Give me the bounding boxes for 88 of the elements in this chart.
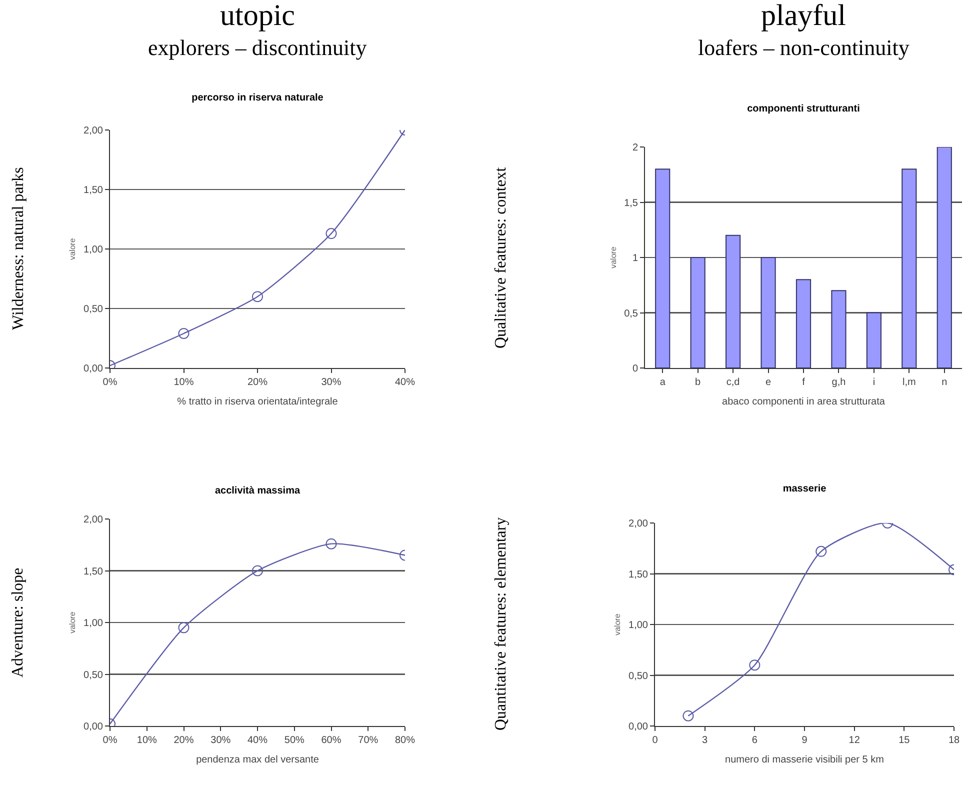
y-tick-label: 1,50 (628, 569, 648, 580)
bar (831, 290, 846, 368)
y-tick-label: 1 (632, 253, 638, 264)
text: Wilderness: natural parks (10, 167, 27, 330)
x-tick-label: 3 (702, 735, 708, 746)
x-tick-label: 60% (321, 735, 342, 746)
y-tick-label: 0,00 (628, 722, 648, 732)
point (682, 710, 694, 722)
y-tick-label: 1,50 (84, 566, 104, 578)
text: Qualitative features: context (492, 166, 510, 348)
point (252, 291, 263, 302)
x-tick-label: e (766, 377, 772, 388)
x-tick-label: 20% (247, 377, 268, 388)
x-axis-title: % tratto in riserva orientata/integrale (177, 396, 338, 408)
y-axis-title: valore (68, 238, 78, 260)
chart-title: percorso in riserva naturale (192, 92, 324, 104)
y-tick-label: 2,00 (628, 518, 648, 530)
y-tick-label: 2,00 (84, 126, 104, 136)
x-tick-label: 0% (102, 735, 118, 746)
bar (936, 147, 952, 368)
x-tick-label: 20% (174, 735, 194, 746)
y-tick-label: 1,00 (84, 618, 104, 629)
x-tick-label: a (660, 377, 666, 388)
x-tick-label: 80% (394, 735, 416, 746)
text: playful (761, 0, 846, 32)
x-tick-label: i (872, 377, 876, 388)
text: Adventure: slope (10, 568, 26, 678)
x-tick-label: b (695, 377, 702, 388)
x-tick-label: 10% (174, 377, 194, 388)
x-tick-label: c,d (726, 377, 740, 388)
chart-title: masserie (782, 484, 827, 494)
text: Quantitative features: elementary (492, 517, 510, 730)
x-tick-label: 70% (358, 735, 378, 746)
x-tick-label: 9 (802, 735, 808, 746)
x-tick-label: 50% (284, 735, 304, 746)
y-tick-label: 0,00 (84, 722, 104, 732)
y-tick-label: 0 (632, 364, 638, 374)
bar (690, 257, 706, 368)
point (326, 228, 337, 240)
x-tick-label: 12 (848, 735, 860, 746)
point (178, 622, 190, 634)
x-tick-label: g,h (832, 377, 846, 388)
bar (655, 168, 670, 368)
y-tick-label: 2,00 (84, 514, 104, 526)
bar (726, 234, 741, 368)
x-axis-title: abaco componenti in area strutturata (722, 396, 886, 408)
text: loafers – non-continuity (698, 35, 910, 60)
point (749, 660, 760, 671)
chart-title: acclività massima (214, 486, 300, 496)
y-tick-label: 1,00 (628, 620, 648, 631)
point (252, 565, 263, 576)
x-tick-label: 0 (652, 735, 658, 746)
y-tick-label: 1,50 (84, 185, 104, 196)
y-tick-label: 0,50 (628, 670, 648, 682)
x-tick-label: 15 (898, 735, 910, 746)
y-axis-title: valore (613, 613, 622, 636)
y-tick-label: 1,00 (84, 244, 104, 256)
point (816, 546, 827, 557)
bar (760, 257, 776, 368)
y-tick-label: 0,50 (84, 304, 104, 315)
x-axis-title: numero di masserie visibili per 5 km (725, 754, 884, 766)
point (178, 328, 190, 339)
bar (866, 312, 882, 368)
y-axis-title: valore (608, 246, 618, 268)
x-tick-label: 40% (394, 377, 416, 388)
x-axis-title: pendenza max del versante (196, 754, 320, 766)
x-tick-label: 0% (102, 377, 118, 388)
x-tick-label: n (942, 377, 948, 388)
point (326, 538, 337, 550)
x-tick-label: f (802, 377, 806, 388)
y-tick-label: 2 (632, 142, 638, 154)
y-tick-label: 0,50 (84, 670, 104, 681)
chart-title: componenti strutturanti (747, 104, 860, 114)
text: explorers – discontinuity (148, 35, 367, 60)
text: utopic (220, 0, 295, 32)
y-axis-title: valore (68, 611, 78, 634)
y-tick-label: 0,5 (624, 308, 638, 320)
x-tick-label: 30% (210, 735, 231, 746)
x-tick-label: 10% (136, 735, 157, 746)
x-tick-label: 18 (948, 735, 960, 746)
x-tick-label: 6 (752, 735, 758, 746)
bar (902, 168, 917, 368)
bar (796, 279, 812, 368)
y-tick-label: 1,5 (624, 198, 638, 209)
x-tick-label: 40% (247, 735, 268, 746)
y-tick-label: 0,00 (84, 364, 104, 374)
x-tick-label: l,m (902, 377, 916, 388)
x-tick-label: 30% (321, 377, 342, 388)
